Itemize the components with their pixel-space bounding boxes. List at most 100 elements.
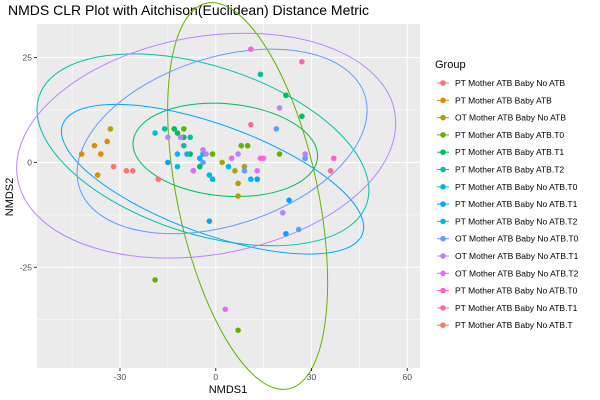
data-point <box>283 92 289 99</box>
data-point <box>276 105 283 111</box>
legend-key-point <box>440 149 446 155</box>
legend-key-point <box>440 201 446 207</box>
legend-key-point <box>440 114 446 121</box>
data-point <box>222 306 229 313</box>
data-point <box>235 180 241 187</box>
data-point <box>209 151 216 157</box>
data-point <box>152 130 158 136</box>
data-point <box>123 168 130 174</box>
legend-label: PT Mother ATB Baby ATB.T2 <box>455 165 564 175</box>
legend-key-point <box>440 235 446 242</box>
data-point <box>276 151 283 157</box>
data-point <box>286 197 292 203</box>
legend-key-point <box>440 218 446 225</box>
legend-key-point <box>440 97 446 104</box>
data-point <box>181 126 187 132</box>
data-point <box>184 151 190 157</box>
legend-label: PT Mother ATB Baby No ATB.T0 <box>455 286 578 296</box>
plot-panel <box>16 2 420 390</box>
legend-key-point <box>440 270 446 277</box>
data-point <box>107 126 114 132</box>
confidence-ellipse <box>36 53 370 247</box>
confidence-ellipse <box>76 48 368 235</box>
data-point <box>161 126 168 132</box>
data-point <box>248 176 254 183</box>
data-point <box>235 193 241 199</box>
legend-label: PT Mother ATB Baby ATB.T0 <box>455 130 564 140</box>
legend-key-point <box>440 80 446 86</box>
data-point <box>241 163 248 170</box>
data-point <box>165 159 171 166</box>
data-point <box>254 176 261 183</box>
data-point <box>257 155 264 162</box>
data-point <box>235 327 241 334</box>
legend-label: OT Mother ATB Baby No ATB.T1 <box>455 251 579 261</box>
data-point <box>206 218 213 224</box>
legend-label: PT Mother ATB Baby No ATB.T1 <box>455 303 578 313</box>
legend-key-point <box>440 253 446 259</box>
data-point <box>302 151 308 157</box>
data-point <box>327 168 334 174</box>
y-tick-label: 25 <box>23 53 33 63</box>
chart-title: NMDS CLR Plot with Aitchison(Euclidean) … <box>8 2 369 18</box>
data-point <box>331 155 337 162</box>
data-point <box>203 151 209 157</box>
confidence-ellipse <box>167 2 329 390</box>
data-point <box>129 168 136 174</box>
data-point <box>94 172 101 178</box>
x-tick-label: 60 <box>402 372 412 382</box>
legend-label: OT Mother ATB Baby No ATB.T2 <box>455 268 579 278</box>
data-point <box>302 155 308 162</box>
legend-label: PT Mother ATB Baby ATB <box>455 95 552 105</box>
legend-label: PT Mother ATB Baby No ATB.T2 <box>455 216 578 226</box>
legend-label: OT Mother ATB Baby No ATB.T0 <box>455 234 579 244</box>
legend-key-point <box>440 184 446 190</box>
data-point <box>200 147 206 153</box>
legend-label: PT Mother ATB Baby No ATB.T <box>455 320 573 330</box>
data-point <box>187 134 193 141</box>
data-point <box>174 151 181 157</box>
data-point <box>299 113 305 120</box>
data-point <box>228 155 235 162</box>
x-axis-title: NMDS1 <box>209 384 248 396</box>
data-point <box>232 168 238 174</box>
data-point <box>248 121 254 128</box>
data-point <box>219 159 225 166</box>
data-point <box>225 163 232 170</box>
legend-key-point <box>440 132 446 138</box>
x-tick-label: -30 <box>114 372 127 382</box>
x-tick-label: 0 <box>213 372 218 382</box>
data-point <box>177 134 184 141</box>
legend-label: PT Mother ATB Baby No ATB.T1 <box>455 199 578 209</box>
data-point <box>279 209 286 216</box>
data-point <box>91 142 98 149</box>
data-point <box>241 168 248 174</box>
confidence-ellipse <box>132 102 319 198</box>
data-point <box>248 46 254 52</box>
data-point <box>295 226 302 233</box>
data-point <box>254 168 261 174</box>
data-point <box>200 159 206 166</box>
data-point <box>238 142 245 149</box>
y-tick-label: 0 <box>27 157 32 167</box>
data-point <box>171 126 178 132</box>
y-axis-title: NMDS2 <box>4 178 16 217</box>
data-point <box>196 155 203 162</box>
data-point <box>165 134 171 141</box>
legend-label: PT Mother ATB Baby No ATB.T0 <box>455 182 578 192</box>
data-point <box>190 168 197 174</box>
legend-key-point <box>440 287 446 294</box>
data-point <box>78 151 85 157</box>
axes: -30 0 30 60 -25 0 25 <box>20 53 413 382</box>
data-point <box>181 142 187 149</box>
y-tick-label: -25 <box>20 262 33 272</box>
legend-key-point <box>440 305 446 311</box>
legend-label: PT Mother ATB Baby No ATB <box>455 78 565 88</box>
data-point <box>257 71 264 78</box>
data-point <box>299 58 305 65</box>
legend-label: OT Mother ATB Baby No ATB <box>455 113 566 123</box>
data-point <box>104 138 111 145</box>
data-point <box>196 163 203 170</box>
data-point <box>174 130 181 136</box>
